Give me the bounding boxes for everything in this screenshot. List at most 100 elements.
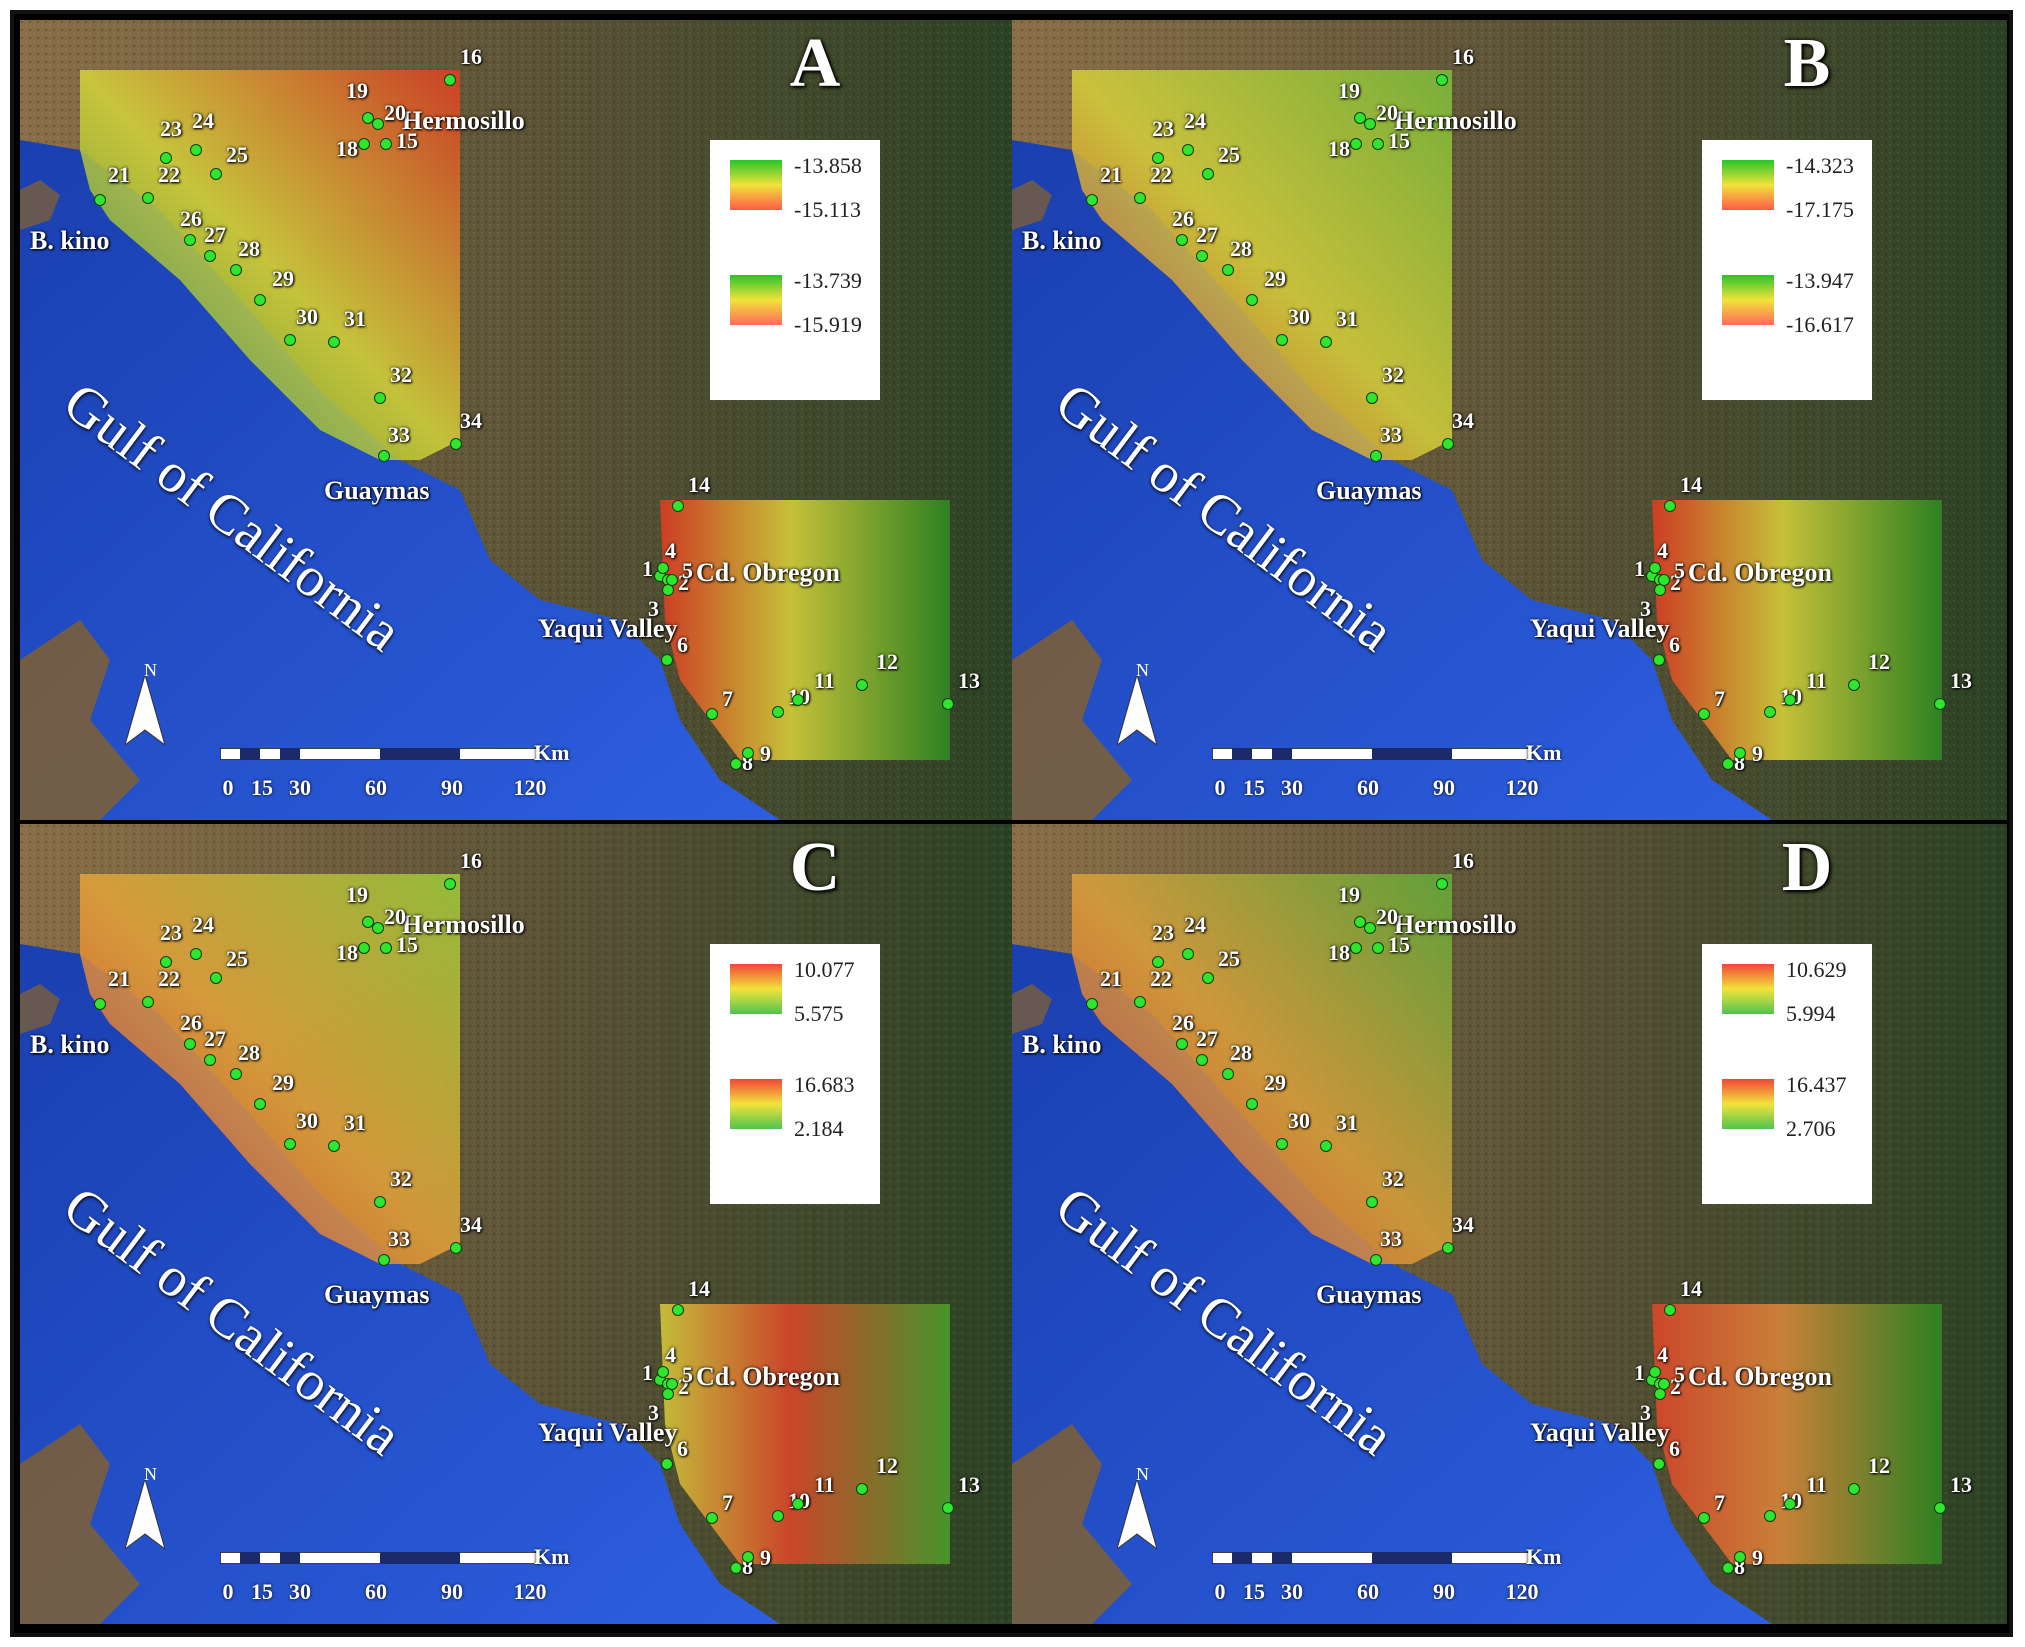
station-marker — [856, 679, 868, 691]
scale-tick-label: 15 — [1243, 1579, 1265, 1604]
station-label: 11 — [814, 668, 835, 693]
north-arrow-icon — [125, 675, 165, 745]
scale-bar — [220, 748, 540, 760]
station-marker — [1222, 264, 1234, 276]
north-arrow-icon — [1117, 1479, 1157, 1549]
station-label: 18 — [1328, 136, 1350, 161]
station-marker — [1364, 118, 1376, 130]
station-label: 28 — [238, 1040, 260, 1065]
station-label: 29 — [272, 1070, 294, 1095]
station-marker — [362, 112, 374, 124]
station-marker — [1364, 922, 1376, 934]
station-marker — [1182, 144, 1194, 156]
station-label: 6 — [677, 1436, 688, 1461]
scale-tick-label: 15 — [251, 775, 273, 800]
place-label-yaqui: Yaqui Valley — [538, 614, 678, 643]
place-label-obregon: Cd. Obregon — [696, 1362, 840, 1391]
station-marker — [1176, 234, 1188, 246]
station-label: 16 — [460, 848, 482, 873]
station-marker — [378, 450, 390, 462]
station-label: 3 — [1640, 1400, 1651, 1425]
station-marker — [254, 294, 266, 306]
legend-high-value: -13.947 — [1786, 268, 1854, 293]
station-label: 33 — [1380, 1226, 1402, 1251]
station-marker — [210, 168, 222, 180]
station-label: 13 — [958, 668, 980, 693]
scale-tick-label: 15 — [251, 1579, 273, 1604]
station-marker — [1370, 1254, 1382, 1266]
station-label: 6 — [1669, 1436, 1680, 1461]
station-label: 15 — [396, 128, 418, 153]
scale-tick-label: 0 — [222, 775, 234, 800]
station-marker — [1134, 192, 1146, 204]
panel-label: A — [789, 25, 841, 102]
station-label: 26 — [180, 206, 202, 231]
legend-low-value: 5.575 — [794, 1001, 844, 1026]
station-marker — [1784, 1498, 1796, 1510]
station-label: 3 — [648, 596, 659, 621]
legend-color-ramp — [730, 275, 782, 325]
station-label: 27 — [204, 222, 226, 247]
station-marker — [1848, 1483, 1860, 1495]
legend-high-value: -14.323 — [1786, 153, 1854, 178]
legend-color-ramp — [730, 964, 782, 1014]
station-marker — [730, 1562, 742, 1574]
station-label: 25 — [226, 946, 248, 971]
scale-tick-label: 90 — [1433, 775, 1455, 800]
satellite-basemap — [1012, 20, 2007, 820]
scale-bar — [1212, 748, 1532, 760]
scale-tick-label: 90 — [1433, 1579, 1455, 1604]
station-label: 32 — [390, 1166, 412, 1191]
north-arrow-icon — [125, 1479, 165, 1549]
station-label: 24 — [192, 108, 214, 133]
legend-high-value: 10.629 — [1786, 957, 1847, 982]
scale-tick-label: 120 — [513, 1579, 547, 1604]
station-marker — [380, 138, 392, 150]
legend-color-ramp — [1722, 275, 1774, 325]
station-marker — [661, 1458, 673, 1470]
station-marker — [1664, 1304, 1676, 1316]
legend-color-ramp — [730, 1079, 782, 1129]
station-marker — [942, 698, 954, 710]
station-label: 29 — [272, 266, 294, 291]
map-panel-d: D 10.629 5.994 16.437 2.706 Hermosillo B. kino… — [1012, 824, 2007, 1624]
station-marker — [1653, 654, 1665, 666]
station-label: 22 — [158, 162, 180, 187]
station-marker — [792, 694, 804, 706]
station-marker — [742, 1551, 754, 1563]
station-label: 16 — [460, 44, 482, 69]
north-arrow-icon — [1117, 675, 1157, 745]
station-label: 2 — [678, 570, 689, 595]
legend-low-value: 2.184 — [794, 1116, 844, 1141]
station-marker — [94, 194, 106, 206]
station-label: 2 — [1670, 1374, 1681, 1399]
legend-low-value: -15.113 — [794, 197, 862, 222]
station-label: 15 — [396, 932, 418, 957]
station-label: 19 — [1338, 78, 1360, 103]
station-label: 32 — [1382, 362, 1404, 387]
station-label: 24 — [1184, 912, 1206, 937]
station-label: 11 — [1806, 1472, 1827, 1497]
scale-unit-label: Km — [1526, 740, 1562, 765]
station-label: 7 — [1714, 686, 1725, 711]
station-marker — [190, 144, 202, 156]
station-label: 21 — [108, 162, 130, 187]
station-marker — [1350, 138, 1362, 150]
station-marker — [1176, 1038, 1188, 1050]
station-marker — [190, 948, 202, 960]
station-marker — [444, 74, 456, 86]
scale-tick-label: 90 — [441, 1579, 463, 1604]
station-label: 16 — [1452, 44, 1474, 69]
station-marker — [1222, 1068, 1234, 1080]
station-label: 1 — [1634, 556, 1645, 581]
scale-tick-label: 60 — [1357, 775, 1379, 800]
station-label: 25 — [1218, 142, 1240, 167]
scale-tick-label: 30 — [289, 775, 311, 800]
legend-low-value: -17.175 — [1786, 197, 1854, 222]
station-label: 12 — [876, 649, 898, 674]
north-label: N — [144, 1464, 157, 1484]
scale-tick-label: 120 — [1505, 775, 1539, 800]
station-label: 23 — [1152, 920, 1174, 945]
station-label: 34 — [460, 1212, 482, 1237]
